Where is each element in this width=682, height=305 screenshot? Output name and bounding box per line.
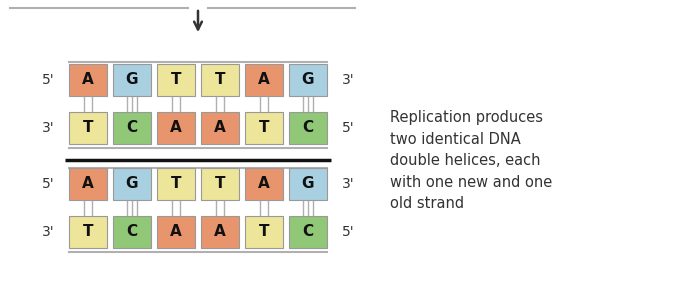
Text: 5': 5' xyxy=(42,73,55,87)
Text: G: G xyxy=(125,73,138,88)
Text: 5': 5' xyxy=(42,177,55,191)
Text: A: A xyxy=(82,177,94,192)
FancyBboxPatch shape xyxy=(69,168,107,200)
Text: A: A xyxy=(82,73,94,88)
Text: A: A xyxy=(170,120,182,135)
Text: T: T xyxy=(215,73,225,88)
Text: A: A xyxy=(258,73,270,88)
FancyBboxPatch shape xyxy=(245,112,283,144)
Text: 5': 5' xyxy=(342,225,355,239)
Text: C: C xyxy=(302,120,314,135)
Text: T: T xyxy=(258,120,269,135)
Text: C: C xyxy=(126,120,138,135)
FancyBboxPatch shape xyxy=(201,112,239,144)
Text: 3': 3' xyxy=(42,225,55,239)
Text: A: A xyxy=(214,120,226,135)
FancyBboxPatch shape xyxy=(201,64,239,96)
FancyBboxPatch shape xyxy=(113,216,151,248)
Text: C: C xyxy=(126,224,138,239)
Text: G: G xyxy=(301,177,314,192)
Text: A: A xyxy=(214,224,226,239)
FancyBboxPatch shape xyxy=(113,168,151,200)
FancyBboxPatch shape xyxy=(201,168,239,200)
Text: T: T xyxy=(258,224,269,239)
FancyBboxPatch shape xyxy=(157,112,195,144)
Text: G: G xyxy=(301,73,314,88)
FancyBboxPatch shape xyxy=(289,216,327,248)
Text: T: T xyxy=(83,224,93,239)
FancyBboxPatch shape xyxy=(113,64,151,96)
FancyBboxPatch shape xyxy=(113,112,151,144)
Text: 3': 3' xyxy=(342,177,355,191)
FancyBboxPatch shape xyxy=(69,112,107,144)
FancyBboxPatch shape xyxy=(245,216,283,248)
FancyBboxPatch shape xyxy=(245,64,283,96)
FancyBboxPatch shape xyxy=(157,216,195,248)
Text: 5': 5' xyxy=(342,121,355,135)
FancyBboxPatch shape xyxy=(201,216,239,248)
Text: A: A xyxy=(258,177,270,192)
Text: 3': 3' xyxy=(42,121,55,135)
FancyBboxPatch shape xyxy=(245,168,283,200)
Text: G: G xyxy=(125,177,138,192)
Text: A: A xyxy=(170,224,182,239)
FancyBboxPatch shape xyxy=(289,168,327,200)
FancyBboxPatch shape xyxy=(69,216,107,248)
Text: 3': 3' xyxy=(342,73,355,87)
Text: T: T xyxy=(83,120,93,135)
Text: T: T xyxy=(170,177,181,192)
FancyBboxPatch shape xyxy=(289,112,327,144)
FancyBboxPatch shape xyxy=(69,64,107,96)
Text: C: C xyxy=(302,224,314,239)
Text: T: T xyxy=(215,177,225,192)
Text: Replication produces
two identical DNA
double helices, each
with one new and one: Replication produces two identical DNA d… xyxy=(390,110,552,211)
FancyBboxPatch shape xyxy=(289,64,327,96)
FancyBboxPatch shape xyxy=(157,168,195,200)
Text: T: T xyxy=(170,73,181,88)
FancyBboxPatch shape xyxy=(157,64,195,96)
